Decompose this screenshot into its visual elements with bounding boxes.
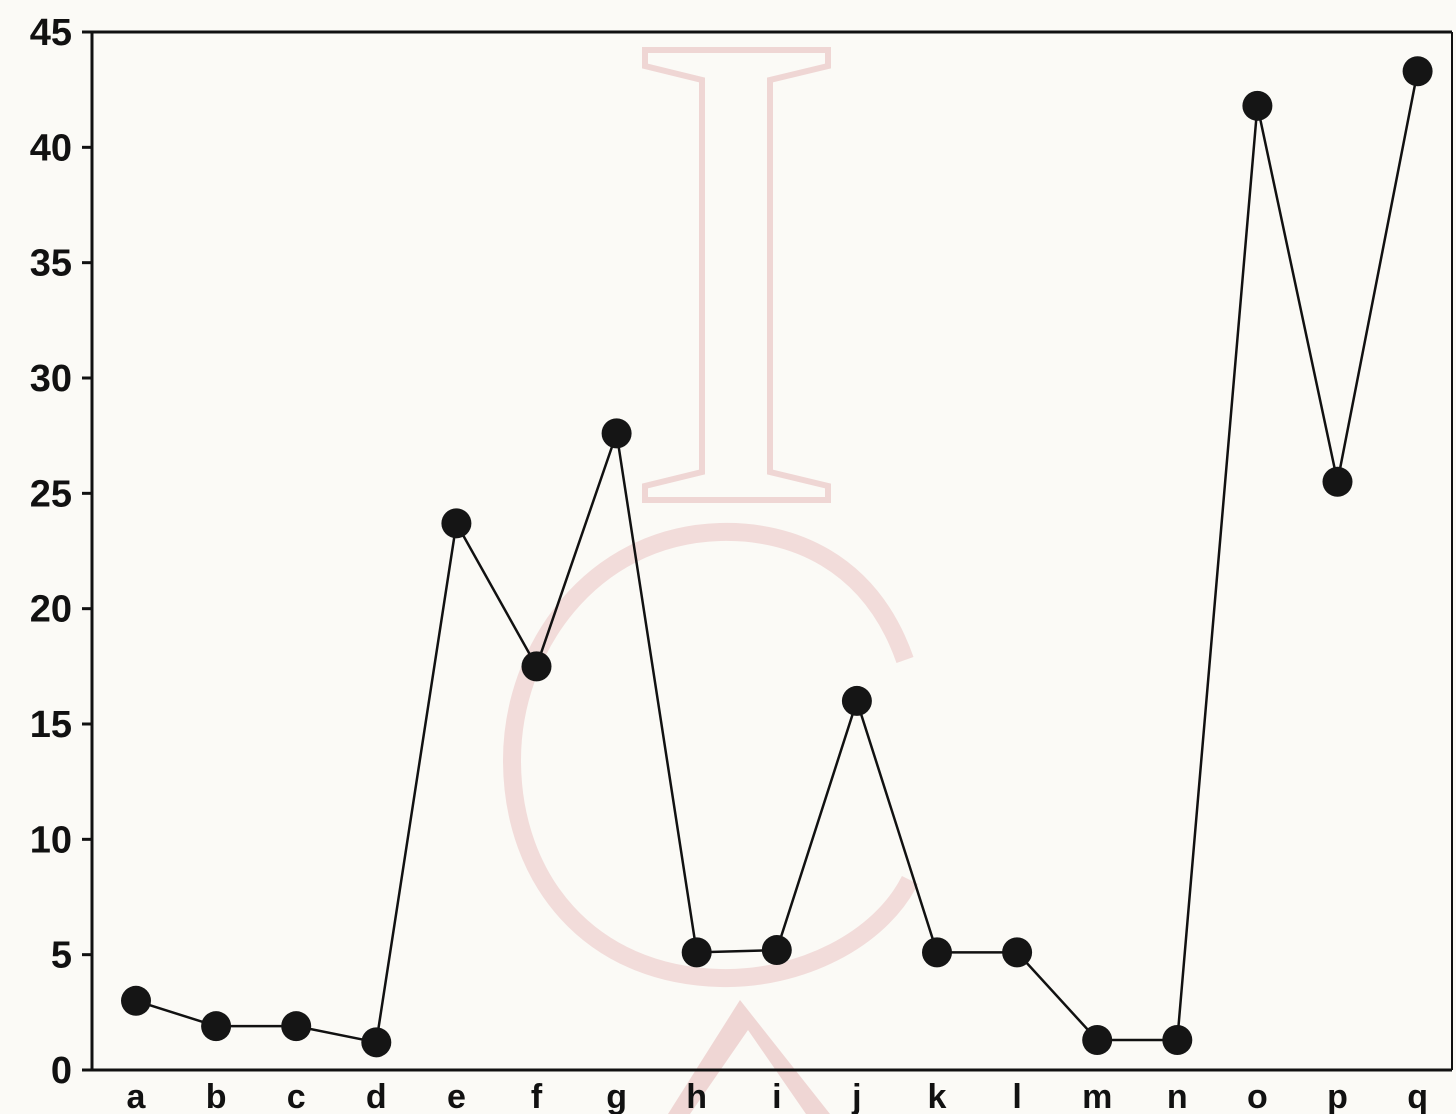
x-category-label: q xyxy=(1407,1078,1428,1114)
data-point-d xyxy=(361,1027,392,1058)
y-tick-label: 35 xyxy=(30,243,72,285)
y-axis-ticks: 0 5 10 15 20 25 30 35 40 45 xyxy=(30,12,92,1092)
x-axis-labels: a b c d e f g h i j k l m n o p q xyxy=(127,1078,1428,1114)
data-point-b xyxy=(201,1011,232,1042)
x-category-label: k xyxy=(928,1078,947,1114)
y-tick-label: 10 xyxy=(30,819,72,861)
y-tick-label: 30 xyxy=(30,358,72,400)
data-point-j xyxy=(841,685,872,716)
x-category-label: g xyxy=(606,1078,627,1114)
data-point-i xyxy=(761,935,792,966)
x-category-label: f xyxy=(531,1078,543,1114)
y-tick-label: 40 xyxy=(30,127,72,169)
y-tick-label: 5 xyxy=(51,935,72,977)
data-point-k xyxy=(922,937,952,968)
x-category-label: b xyxy=(206,1078,227,1114)
data-point-m xyxy=(1082,1025,1113,1056)
y-tick-label: 45 xyxy=(30,12,72,54)
plot-frame xyxy=(90,30,1453,1072)
x-category-label: m xyxy=(1082,1078,1112,1114)
data-point-n xyxy=(1162,1025,1193,1056)
y-tick-label: 25 xyxy=(30,473,72,515)
watermark-logo xyxy=(502,47,919,1114)
x-category-label: h xyxy=(686,1078,707,1114)
data-point-g xyxy=(601,418,632,449)
series-line xyxy=(135,70,1419,1044)
x-category-label: i xyxy=(772,1078,781,1114)
watermark-letter-a xyxy=(668,1000,830,1114)
x-category-label: j xyxy=(851,1078,861,1114)
watermark-letter-c xyxy=(502,522,919,988)
data-point-p xyxy=(1322,466,1353,497)
x-category-label: o xyxy=(1247,1078,1268,1114)
x-category-label: n xyxy=(1167,1078,1188,1114)
data-point-f xyxy=(521,651,552,682)
data-point-q xyxy=(1402,56,1433,87)
x-category-label: l xyxy=(1012,1078,1021,1114)
data-point-c xyxy=(281,1011,312,1042)
y-tick-label: 15 xyxy=(30,704,72,746)
data-point-e xyxy=(441,508,472,539)
data-point-o xyxy=(1242,90,1273,121)
data-point-a xyxy=(121,985,151,1016)
data-series xyxy=(121,56,1433,1058)
y-tick-label: 0 xyxy=(51,1050,72,1092)
x-category-label: p xyxy=(1327,1078,1348,1114)
watermark-letter-i xyxy=(642,47,831,503)
y-tick-label: 20 xyxy=(30,589,72,631)
data-point-h xyxy=(681,937,712,968)
x-category-label: d xyxy=(366,1078,387,1114)
x-category-label: c xyxy=(287,1078,306,1114)
x-category-label: a xyxy=(127,1078,147,1114)
data-point-l xyxy=(1002,937,1033,968)
x-category-label: e xyxy=(447,1078,466,1114)
